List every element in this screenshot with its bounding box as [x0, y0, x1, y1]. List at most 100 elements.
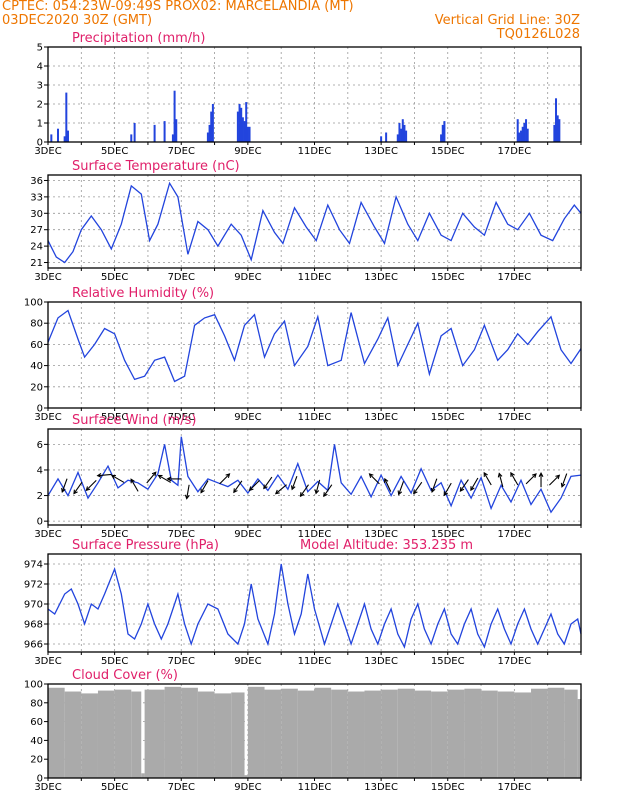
x-tick-label: 13DEC — [364, 656, 398, 667]
x-tick-label: 7DEC — [168, 412, 195, 423]
wind-arrow-head — [61, 487, 66, 493]
precip-bar — [208, 124, 211, 142]
precip-bar — [443, 121, 446, 142]
precip-bar — [520, 130, 523, 142]
wind-arrow-head — [157, 474, 163, 480]
wind-arrow — [274, 484, 287, 495]
x-tick-label: 3DEC — [34, 146, 61, 157]
wind-arrow-shaft — [73, 481, 83, 494]
wind-arrow-head — [263, 484, 268, 490]
precip-bar — [50, 134, 53, 142]
precip-bar — [396, 134, 399, 142]
y-tick-label: 6 — [37, 440, 43, 451]
cloud-bar — [81, 693, 98, 778]
precip-bar — [206, 132, 209, 142]
wind-arrow-head — [166, 476, 172, 482]
precip-bar — [238, 104, 241, 142]
x-tick-label: 17DEC — [498, 412, 532, 423]
wind-arrow — [323, 484, 333, 498]
wind-arrow — [248, 479, 260, 492]
precip-bar — [555, 98, 558, 142]
wind-arrow-shaft — [443, 482, 452, 496]
precip-bar — [440, 134, 443, 142]
precip-bar — [398, 123, 401, 142]
wind-arrow — [130, 478, 139, 492]
wind-arrow-shaft — [291, 475, 298, 490]
precip-bar — [243, 121, 246, 142]
wind-arrow-head — [110, 474, 116, 480]
x-tick-label: 5DEC — [101, 782, 128, 793]
x-tick-label: 3DEC — [34, 272, 61, 283]
wind-arrow — [157, 474, 171, 483]
wind-arrow-shaft — [561, 473, 568, 487]
y-tick-label: 972 — [24, 580, 43, 591]
wind-arrow-head — [413, 489, 418, 495]
precip-bar — [521, 126, 524, 142]
precip-bar — [130, 134, 133, 142]
cloud-bar — [131, 691, 142, 778]
x-tick-label: 13DEC — [364, 782, 398, 793]
cloud-bar — [231, 692, 245, 778]
cloud-bar — [514, 692, 532, 778]
y-tick-label: 2 — [37, 100, 43, 111]
series-line — [47, 436, 582, 514]
y-tick-label: 970 — [24, 600, 43, 611]
wind-arrow-shaft — [263, 476, 273, 489]
wind-arrow-shaft — [459, 479, 469, 492]
precip-bar — [525, 119, 528, 142]
precip-bar — [66, 130, 69, 142]
series-line — [47, 181, 582, 264]
series-line — [47, 309, 582, 383]
wind-arrow-shaft — [384, 478, 392, 492]
x-tick-label: 17DEC — [498, 146, 532, 157]
header-grid-info: Vertical Grid Line: 30Z — [434, 13, 580, 28]
precip-bar — [516, 119, 519, 142]
wind-arrow-shaft — [275, 484, 287, 495]
y-tick-label: 5 — [37, 43, 43, 54]
wind-arrow-shaft — [498, 473, 504, 488]
wind-arrow — [200, 480, 209, 494]
wind-arrow — [459, 479, 469, 492]
y-tick-label: 20 — [30, 382, 43, 393]
y-tick-label: 974 — [24, 560, 43, 571]
wind-arrow-shaft — [510, 472, 519, 486]
panel-6: Cloud Cover (%) 0 20 40 60 80 100 3DEC 5DEC 7DEC 9… — [24, 668, 582, 793]
cloud-bar — [381, 689, 398, 778]
wind-arrow-head — [368, 473, 374, 478]
panel-2: Surface Temperature (nC) 21 24 27 30 33 36 3DEC… — [30, 159, 582, 283]
y-tick-label: 24 — [30, 242, 43, 253]
precip-bar — [240, 107, 243, 142]
x-tick-label: 13DEC — [364, 146, 398, 157]
header-line1: CPTEC: 054:23W-09:49S PROX02: MARCELANDI… — [2, 0, 354, 14]
wind-arrow — [483, 471, 492, 486]
wind-arrow-head — [73, 489, 78, 495]
x-tick-label: 3DEC — [34, 656, 61, 667]
cloud-bar — [464, 688, 482, 778]
y-tick-label: 40 — [30, 361, 43, 372]
wind-arrow-head — [85, 486, 91, 492]
wind-arrow-shaft — [85, 479, 97, 491]
wind-arrow-head — [510, 471, 515, 477]
x-tick-label: 5DEC — [101, 146, 128, 157]
wind-arrow-shaft — [323, 484, 333, 497]
panel-title: Precipitation (mm/h) — [72, 31, 205, 46]
precip-bar — [246, 126, 249, 142]
precip-bar — [558, 119, 561, 142]
x-tick-label: 17DEC — [498, 529, 532, 540]
x-tick-label: 9DEC — [234, 272, 261, 283]
x-tick-label: 11DEC — [298, 782, 332, 793]
cloud-bar — [447, 689, 465, 778]
y-tick-label: 36 — [30, 176, 43, 187]
wind-arrow — [219, 473, 231, 485]
wind-arrow-head — [314, 489, 320, 495]
wind-arrow — [549, 474, 561, 486]
x-tick-label: 13DEC — [364, 412, 398, 423]
precip-bar — [210, 111, 213, 142]
x-tick-label: 9DEC — [234, 656, 261, 667]
cloud-bar — [577, 699, 581, 778]
wind-arrow-head — [555, 474, 561, 480]
wind-arrow — [443, 482, 452, 497]
cloud-bar — [114, 689, 132, 778]
wind-arrow-head — [96, 473, 102, 478]
